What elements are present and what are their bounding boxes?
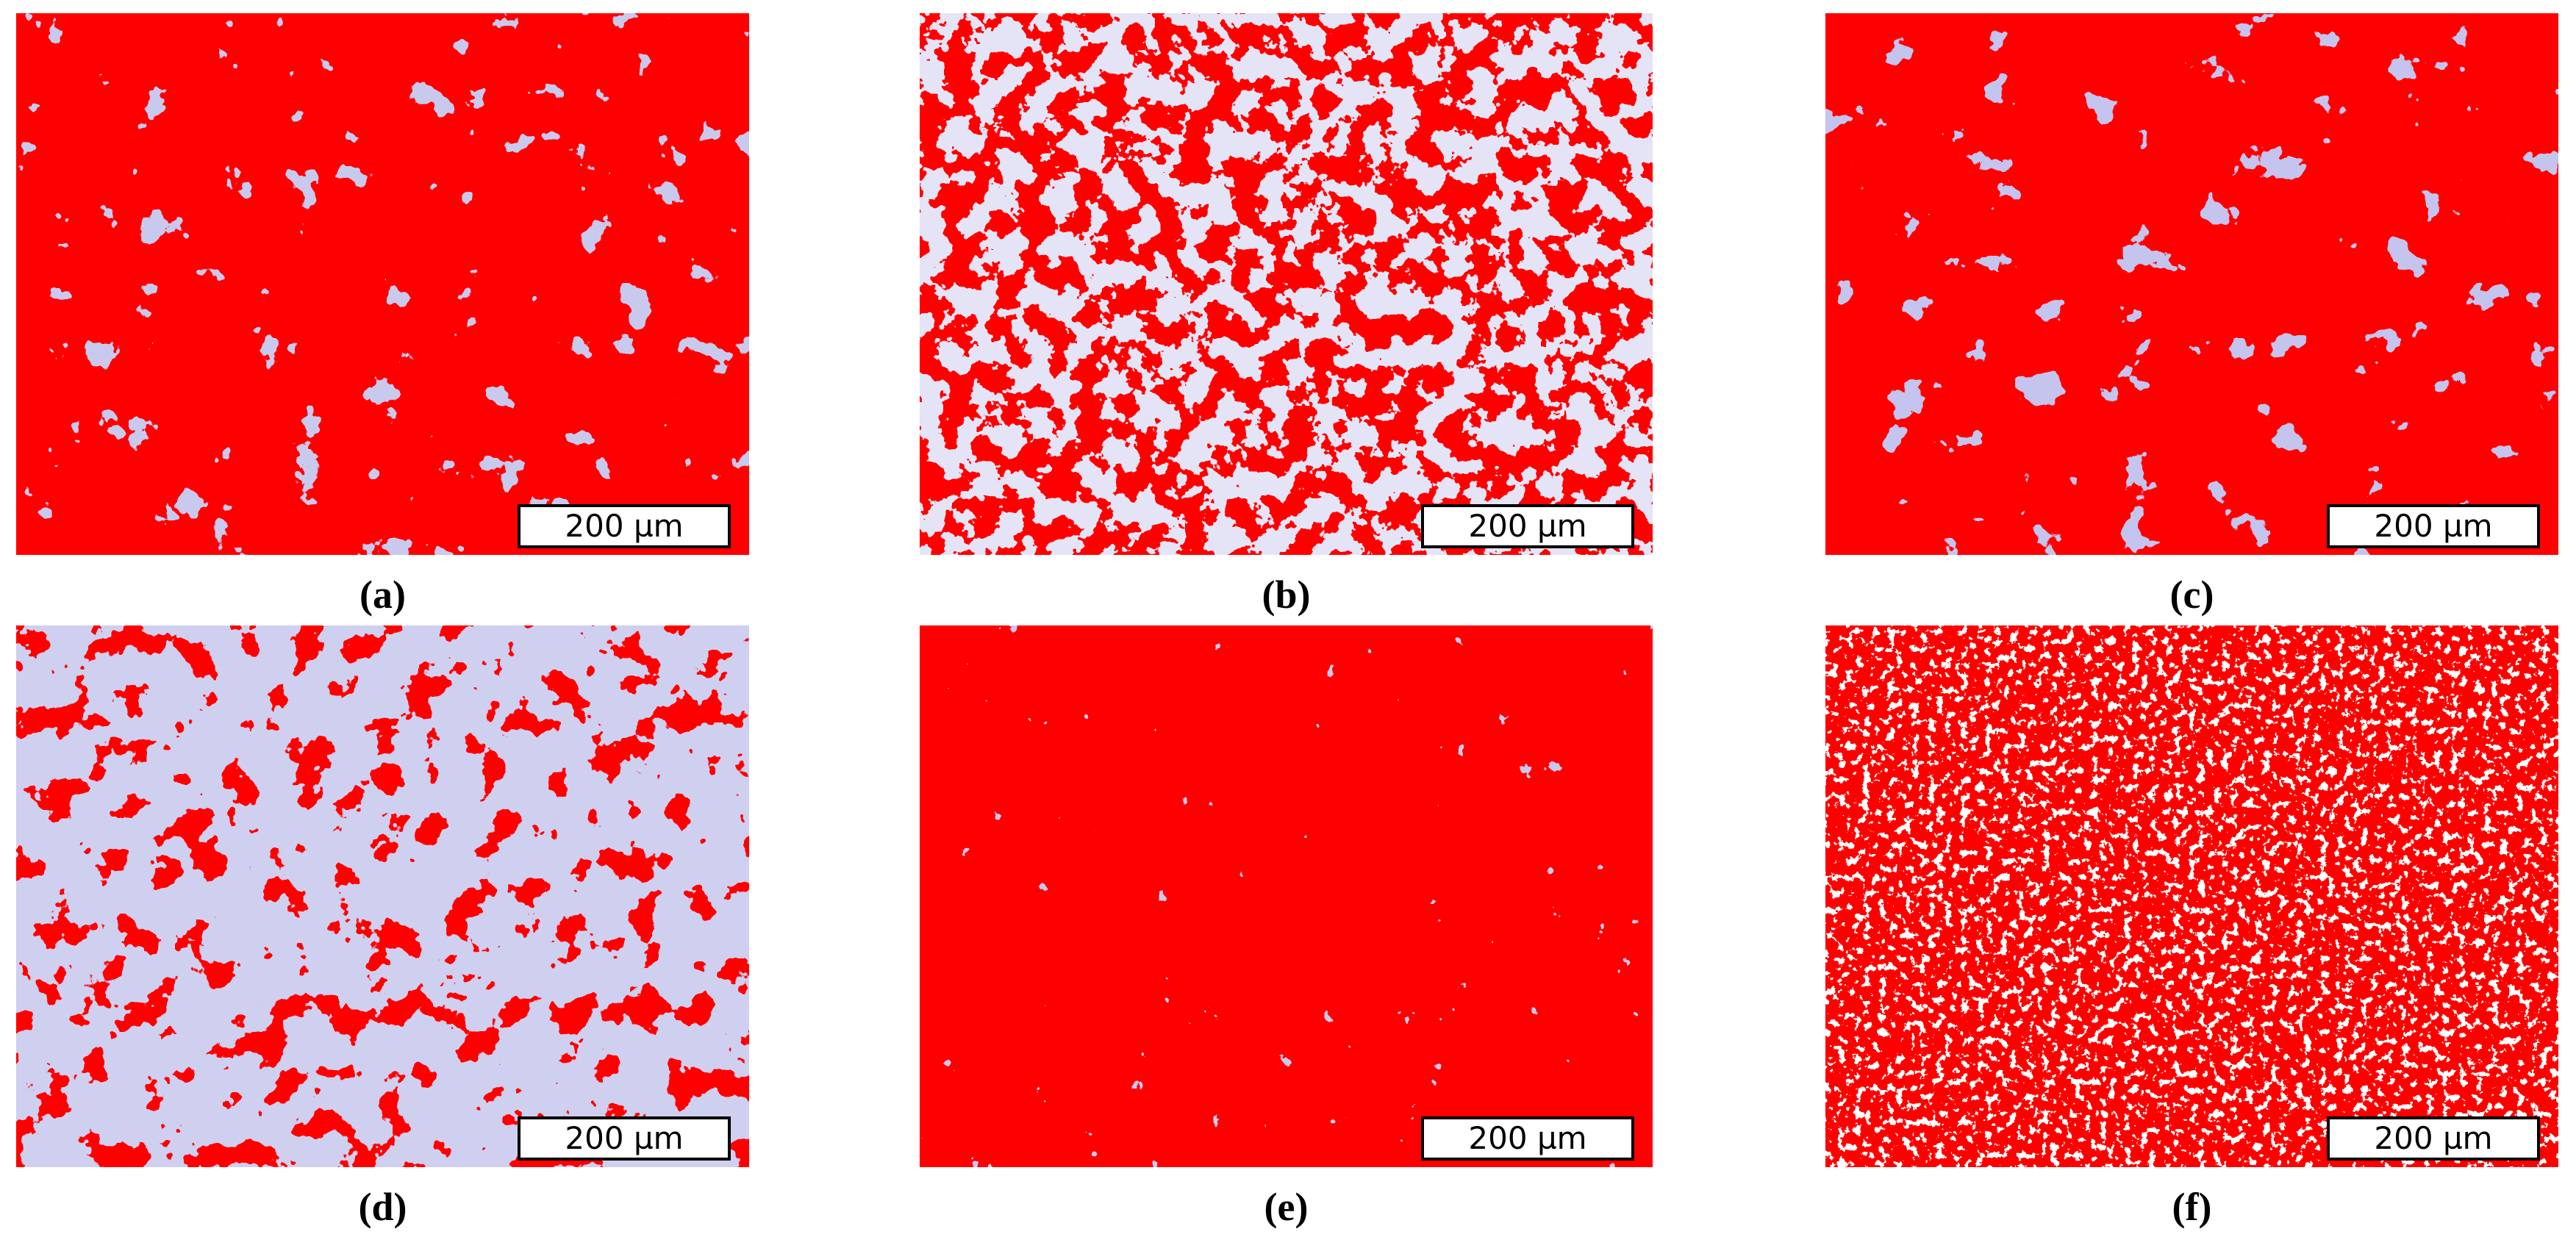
scale-bar-label: 200 µm — [2374, 508, 2492, 544]
panel: 200 µm (f) — [1825, 625, 2558, 1229]
scale-bar-box — [2327, 504, 2540, 548]
scale-bar-box — [2327, 1116, 2540, 1161]
panel-label: (a) — [359, 573, 406, 617]
panel-label: (d) — [359, 1185, 407, 1229]
scale-bar-label: 200 µm — [565, 1120, 683, 1156]
scale-bar-box — [1421, 1116, 1634, 1161]
panel: 200 µm (c) — [1825, 13, 2558, 617]
scale-bar-box — [518, 1116, 731, 1161]
panel-label: (b) — [1262, 573, 1311, 617]
micrograph-phase — [16, 13, 749, 555]
micrograph-phase — [920, 625, 1653, 1167]
scale-bar-box — [1421, 504, 1634, 548]
panel: 200 µm (b) — [920, 13, 1653, 617]
scale-bar-label: 200 µm — [2374, 1120, 2492, 1156]
scale-bar-label: 200 µm — [1468, 508, 1586, 544]
panel-label: (e) — [1264, 1185, 1309, 1229]
panel: 200 µm (d) — [16, 625, 749, 1229]
micrograph-phase — [1825, 625, 2558, 1167]
micrograph-phase — [920, 13, 1653, 555]
panel-label: (f) — [2172, 1185, 2212, 1229]
panel: 200 µm (e) — [920, 625, 1653, 1229]
panel-label: (c) — [2170, 573, 2214, 617]
micrograph-phase — [1825, 13, 2558, 555]
micrograph-phase — [16, 625, 749, 1167]
scale-bar-label: 200 µm — [1468, 1120, 1586, 1156]
scale-bar-box — [518, 504, 731, 548]
scale-bar-label: 200 µm — [565, 508, 683, 544]
panel: 200 µm (a) — [16, 13, 749, 617]
